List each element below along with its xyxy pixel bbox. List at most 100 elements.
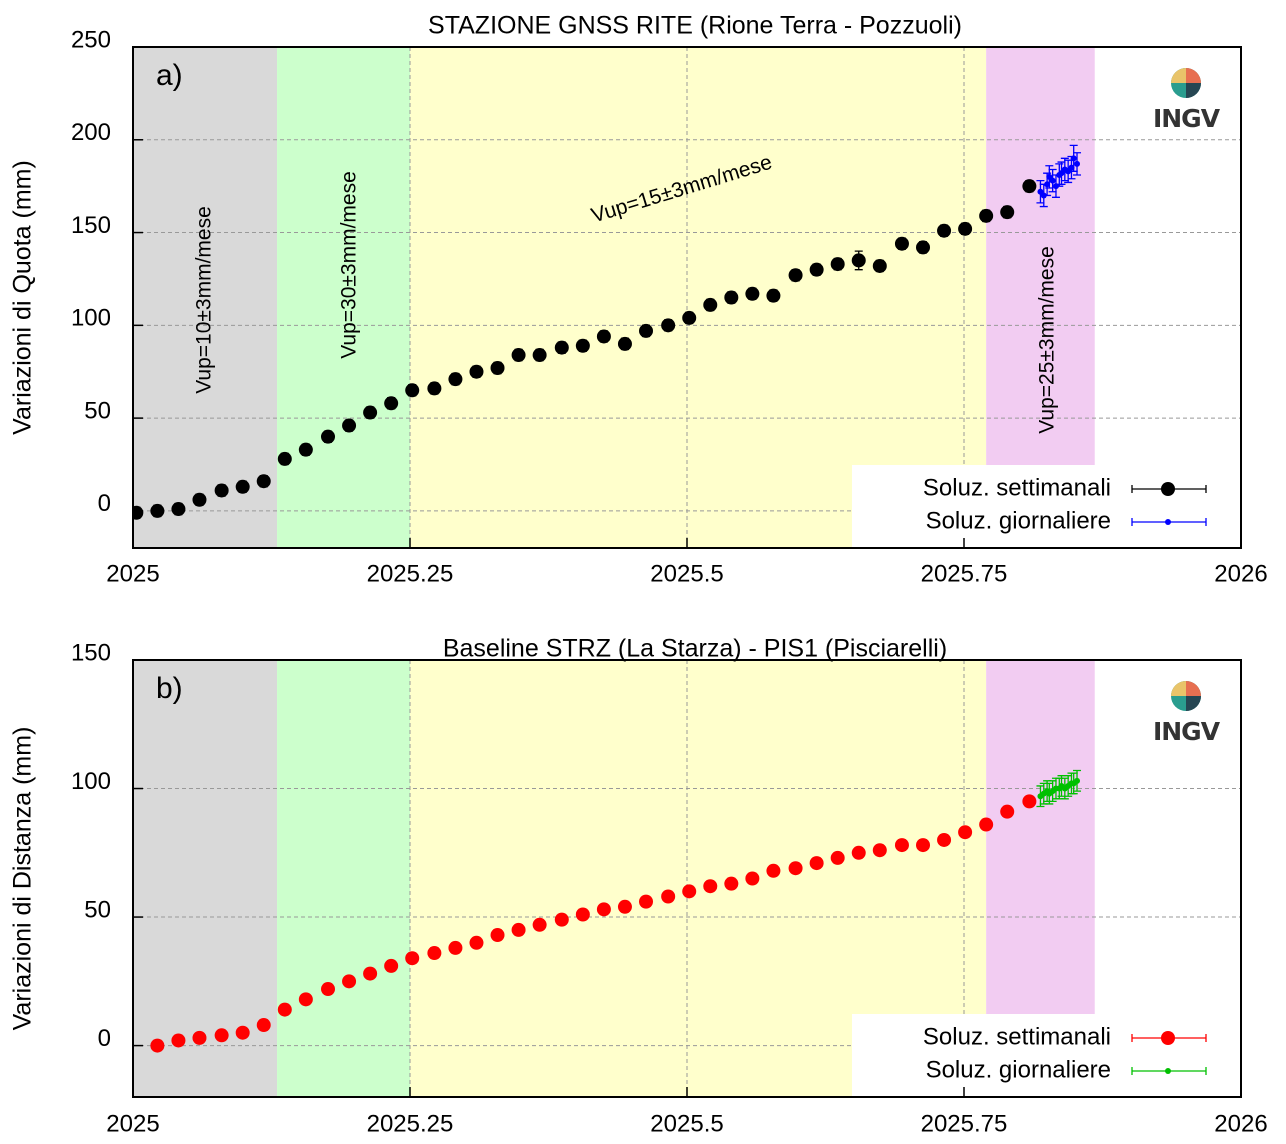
data-point <box>469 935 484 950</box>
y-tick-label: 0 <box>98 1025 111 1052</box>
y-tick-label: 150 <box>71 212 111 239</box>
series <box>133 179 1037 520</box>
data-point <box>979 208 994 223</box>
data-point <box>554 340 569 355</box>
data-point <box>830 257 845 272</box>
data-point <box>235 479 250 494</box>
data-point <box>703 879 718 894</box>
data-point <box>937 223 952 238</box>
logo-globe-part <box>1186 681 1201 696</box>
y-tick-label: 50 <box>84 397 111 424</box>
legend-label: Soluz. giornaliere <box>926 1056 1111 1083</box>
data-point <box>342 418 357 433</box>
legend-box <box>852 1014 1241 1097</box>
x-tick-label: 2025.25 <box>367 560 454 587</box>
data-point <box>1070 155 1077 162</box>
data-point <box>133 505 144 520</box>
data-point <box>639 323 654 338</box>
x-tick-label: 2025.5 <box>650 560 723 587</box>
data-point <box>1044 181 1051 188</box>
data-point <box>851 253 866 268</box>
data-point <box>363 966 378 981</box>
data-point <box>427 946 442 961</box>
data-point <box>575 338 590 353</box>
y-tick-label: 250 <box>71 26 111 53</box>
series <box>150 794 1037 1053</box>
series <box>1036 769 1082 808</box>
y-tick-label: 200 <box>71 119 111 146</box>
data-point <box>596 902 611 917</box>
data-point <box>469 364 484 379</box>
y-tick-label: 100 <box>71 768 111 795</box>
data-point <box>745 286 760 301</box>
region <box>133 47 278 548</box>
data-point <box>617 899 632 914</box>
data-point <box>405 951 420 966</box>
data-point <box>979 817 994 832</box>
data-point <box>916 838 931 853</box>
data-point <box>511 922 526 937</box>
data-point <box>532 917 547 932</box>
data-point <box>1000 804 1015 819</box>
annotation: Vup=10±3mm/mese <box>193 206 216 394</box>
plot-data <box>150 769 1082 1053</box>
data-point <box>321 429 336 444</box>
legend-marker <box>1165 1068 1171 1074</box>
x-tick-label: 2025.25 <box>367 1110 454 1137</box>
data-point <box>661 889 676 904</box>
data-point <box>150 1038 165 1053</box>
y-axis-label: Variazioni di Quota (mm) <box>9 160 37 435</box>
x-tick-label: 2025 <box>106 1110 159 1137</box>
data-point <box>192 1030 207 1045</box>
data-point <box>1074 777 1081 784</box>
data-point <box>1022 179 1037 194</box>
logo-text: INGV <box>1153 104 1221 133</box>
data-point <box>682 310 697 325</box>
data-point <box>405 383 420 398</box>
data-point <box>192 492 207 507</box>
x-tick-label: 2025.75 <box>921 560 1008 587</box>
data-point <box>214 483 229 498</box>
data-point <box>171 1033 186 1048</box>
data-point <box>427 381 442 396</box>
x-tick-label: 2025 <box>106 560 159 587</box>
data-point <box>256 1018 271 1033</box>
data-point <box>872 258 887 273</box>
annotation: Vup=30±3mm/mese <box>338 171 361 359</box>
data-point <box>235 1025 250 1040</box>
data-point <box>724 876 739 891</box>
region <box>410 47 987 548</box>
data-point <box>342 974 357 989</box>
data-point <box>554 912 569 927</box>
data-point <box>809 856 824 871</box>
logo-globe-part <box>1186 83 1201 98</box>
data-point <box>703 297 718 312</box>
panel-label: b) <box>156 672 183 705</box>
x-tick-label: 2025.75 <box>921 1110 1008 1137</box>
data-point <box>1022 794 1037 809</box>
y-axis-label: Variazioni di Distanza (mm) <box>9 727 37 1031</box>
data-point <box>384 396 399 411</box>
data-point <box>788 268 803 283</box>
data-point <box>724 290 739 305</box>
data-point <box>872 843 887 858</box>
y-tick-label: 100 <box>71 305 111 332</box>
data-point <box>171 502 186 517</box>
region <box>277 47 410 548</box>
data-point <box>448 372 463 387</box>
data-point <box>937 832 952 847</box>
legend-marker <box>1161 1031 1175 1045</box>
logo-globe-part <box>1171 681 1186 696</box>
legend-label: Soluz. settimanali <box>923 1023 1111 1050</box>
data-point <box>384 958 399 973</box>
data-point <box>150 503 165 518</box>
y-tick-label: 150 <box>71 639 111 666</box>
legend-marker <box>1165 519 1171 525</box>
region <box>277 660 410 1097</box>
data-point <box>745 871 760 886</box>
data-point <box>596 329 611 344</box>
chart-title: Baseline STRZ (La Starza) - PIS1 (Piscia… <box>443 635 947 663</box>
data-point <box>532 348 547 363</box>
logo-globe-part <box>1186 696 1201 711</box>
data-point <box>766 863 781 878</box>
